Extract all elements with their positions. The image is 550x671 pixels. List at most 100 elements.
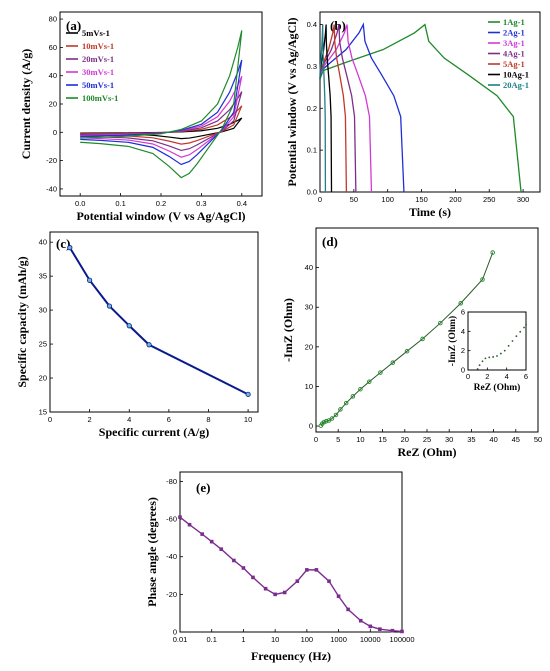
phase-point [305,568,309,572]
capacity-point [245,391,251,397]
nyquist-point [329,416,335,421]
y-tick-label: 40 [305,263,313,272]
phase-point [282,590,287,595]
nyquist-point [367,379,372,384]
x-tick-label: 10 [271,635,279,644]
phase-point [178,515,182,519]
y-tick-label: 60 [49,43,57,52]
x-tick-label: 0.0 [75,199,85,208]
cv-curve-2 [80,91,243,152]
nyquist-point [343,400,349,406]
y-axis-label: Potential window (V vs Ag/AgCl) [285,17,299,186]
panel-label: (e) [196,480,210,495]
y-tick-label: -20 [166,590,177,599]
x-axis-label: Specific current (A/g) [99,425,209,439]
inset-point [507,344,510,347]
inset-frame [467,311,527,371]
phase-point [219,547,224,551]
y-tick-label: 15 [39,408,47,417]
gcd-curve-1 [319,22,405,193]
legend-entry: 1Ag-1 [503,17,525,27]
nyquist-point [358,386,363,392]
legend-entry: 20mVs-1 [82,54,114,64]
x-tick-label: 50 [534,435,542,444]
legend-entry: 3Ag-1 [503,38,525,48]
panel-label: (a) [66,18,81,33]
phase-point [251,575,255,580]
cv-curve-3 [80,76,243,158]
panel-label: (c) [56,236,70,251]
x-tick-label: 5 [336,435,340,444]
x-axis-label: Time (s) [409,205,451,219]
phase-point [187,522,192,527]
nyquist-point [404,348,410,354]
x-tick-label: 300 [517,195,530,204]
y-tick-label: -60 [166,515,177,524]
x-tick-label: 50 [350,195,358,204]
x-tick-label: 0.1 [206,635,216,644]
capacity-point [87,277,93,283]
capacity-line [68,247,249,396]
phase-point [368,624,373,629]
gcd-curve-2 [319,24,373,193]
inset-y-tick-label: 4 [461,327,465,336]
y-tick-label: 80 [49,15,57,24]
nyquist-line [320,252,494,426]
x-tick-label: 0.01 [173,635,188,644]
nyquist-point [323,419,329,424]
inset-x-tick-label: 6 [524,372,528,381]
x-axis-label: Frequency (Hz) [251,649,331,663]
x-tick-label: 30 [445,435,453,444]
y-tick-label: -40 [46,184,57,193]
phase-point [400,629,404,634]
capacity-point [146,342,152,348]
inset-x-label: ReZ (Ohm) [474,382,521,393]
x-tick-label: 0 [48,415,52,424]
panel-label: (d) [322,234,338,249]
x-tick-label: 0.1 [115,199,125,208]
legend-entry: 30mVs-1 [82,67,114,77]
phase-point [241,566,246,570]
y-tick-label: 25 [39,340,47,349]
phase-point [378,627,382,631]
inset-point [503,349,506,352]
y-tick-label: -80 [166,477,177,486]
y-axis-label: -ImZ (Ohm) [281,298,295,362]
y-axis-label: Current density (A/g) [19,49,33,159]
plot-frame [179,471,403,633]
y-tick-label: 20 [49,100,57,109]
inset-point [519,330,522,333]
nyquist-point [420,336,425,342]
inset-point [523,326,525,329]
x-tick-label: 2 [88,415,92,424]
phase-point [314,568,319,572]
inset-x-tick-label: 4 [505,372,509,381]
y-tick-label: 0.2 [307,104,317,113]
cv-curve-5 [80,30,243,179]
legend-entry: 10Ag-1 [503,70,529,80]
y-tick-label: 10 [305,382,313,391]
phase-point [358,618,363,623]
inset-y-tick-label: 2 [461,346,465,355]
y-tick-label: 20 [39,374,47,383]
nyquist-point [458,301,463,306]
nyquist-point [321,419,327,425]
y-tick-label: 0.0 [307,188,317,197]
y-tick-label: 0.3 [307,62,317,71]
phase-point [295,579,300,583]
x-tick-label: 1 [241,635,245,644]
x-tick-label: 250 [483,195,496,204]
nyquist-point [350,394,356,399]
inset-point [511,340,514,342]
y-tick-label: 0.1 [307,146,317,155]
x-tick-label: 4 [127,415,131,424]
inset-point [478,364,481,367]
y-tick-label: 0 [309,422,313,431]
inset-point [484,357,487,360]
x-tick-label: 25 [423,435,431,444]
plot-frame [315,227,539,433]
inset-y-tick-label: 6 [461,308,465,317]
inset-y-label: -ImZ (Ohm) [447,316,458,366]
phase-point [336,594,341,599]
